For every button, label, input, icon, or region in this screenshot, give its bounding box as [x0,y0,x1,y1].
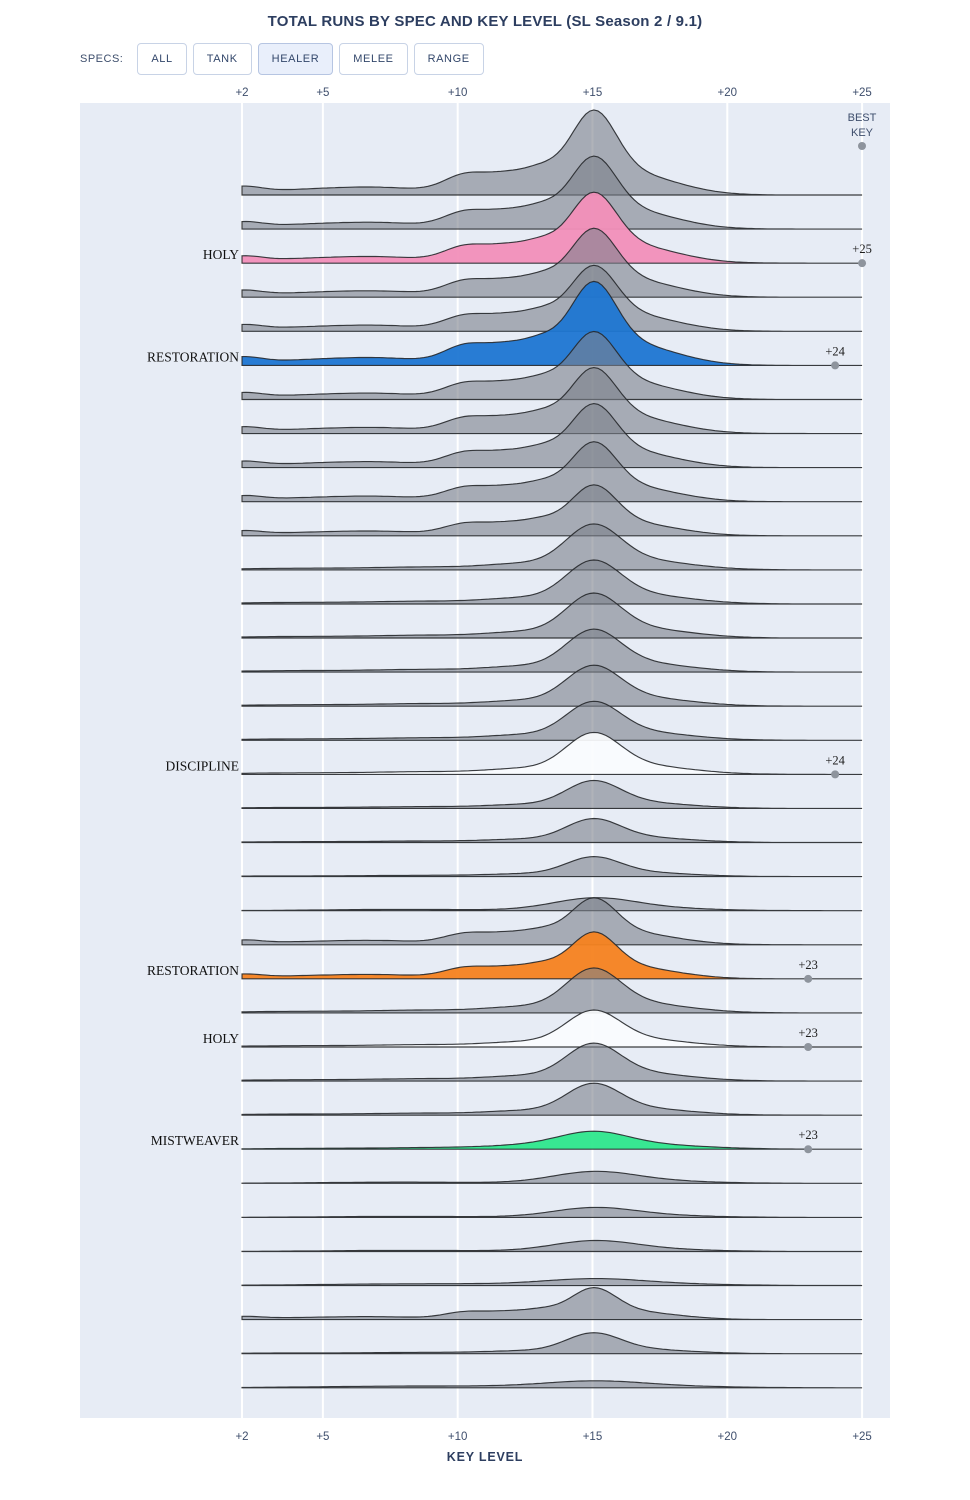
axis-tick-label: +5 [316,87,329,99]
ridge-row [241,1332,863,1355]
best-key-dot [804,1043,813,1051]
ridge-row [241,484,863,537]
axis-tick-label: +5 [316,1431,329,1443]
x-axis-title: KEY LEVEL [446,1450,524,1464]
spec-label: HOLY [203,247,239,262]
axis-tick-label: +15 [583,87,603,99]
spec-label: DISCIPLINE [166,758,240,773]
ridge-row [241,155,863,230]
axis-tick-label: +2 [235,87,248,99]
ridge-row [241,1239,863,1253]
best-key-value: +23 [798,958,818,972]
axis-tick-label: +2 [235,1431,248,1443]
best-key-dot [831,770,840,779]
ridge-row [241,592,863,639]
ridge-row [241,1206,863,1218]
ridge-row-mistweaver [241,1130,863,1150]
ridge-row [241,700,863,741]
best-key-legend-line1: BEST [848,112,877,124]
ridge-row [241,559,863,605]
ridge-row [241,817,863,844]
best-key-dot [804,1145,813,1154]
ridge-row [241,1278,863,1287]
ridge-row-discipline [241,731,863,775]
ridge-row [241,227,863,298]
axis-tick-label: +15 [583,1431,603,1443]
best-key-dot [831,361,840,370]
spec-buttons-group: ALL TANK HEALER MELEE RANGE [137,43,489,75]
ridge-row-restoration [241,931,863,980]
spec-filter-button-all[interactable]: ALL [137,43,187,75]
spec-filter-button-healer[interactable]: HEALER [257,43,334,75]
axis-tick-label: +25 [852,1431,872,1443]
chart-title: TOTAL RUNS BY SPEC AND KEY LEVEL (SL Sea… [267,13,703,30]
ridge-row [241,1082,863,1116]
best-key-value: +23 [798,1128,818,1142]
ridge-row [241,664,863,707]
best-key-dot [804,974,813,983]
spec-label: RESTORATION [147,963,239,978]
ridge-row [241,779,863,809]
axis-tick-label: +20 [718,87,738,99]
ridge-row-restoration [241,280,863,366]
spec-filter-button-range[interactable]: RANGE [413,43,484,75]
ridge-row [241,897,863,946]
spec-label: RESTORATION [147,349,239,364]
ridge-row [241,1287,863,1321]
ridge-row [241,897,863,912]
ridge-row [241,264,863,332]
best-key-legend-dot [858,142,866,150]
best-key-value: +23 [798,1026,818,1040]
best-key-value: +24 [825,344,845,358]
best-key-legend-line2: KEY [851,127,874,139]
ridge-row [241,628,863,673]
ridge-row [241,330,863,401]
best-key-value: +25 [852,242,872,256]
axis-tick-label: +20 [718,1431,738,1443]
axis-tick-label: +10 [448,1431,468,1443]
ridge-row [241,1380,863,1389]
ridge-row [241,109,863,196]
ridge-row [241,403,863,469]
spec-filter-button-tank[interactable]: TANK [192,43,252,75]
ridge-row-holy [241,1009,863,1048]
best-key-dot [858,259,867,268]
spec-filter-button-melee[interactable]: MELEE [339,43,408,75]
spec-label: HOLY [203,1031,239,1046]
best-key-value: +24 [825,753,845,767]
axis-tick-label: +25 [852,87,872,99]
specs-label: SPECS: [80,53,124,65]
ridge-row [241,1170,863,1184]
ridge-row-holy [241,191,863,264]
ridge-row [241,967,863,1014]
ridge-row [241,441,863,503]
axis-tick-label: +10 [448,87,468,99]
spec-label: MISTWEAVER [151,1133,239,1148]
ridge-row [241,1042,863,1082]
ridge-row [241,856,863,878]
ridge-row [241,367,863,435]
specs-filter-bar: SPECS: ALL TANK HEALER MELEE RANGE [80,42,490,76]
ridge-row [241,523,863,571]
